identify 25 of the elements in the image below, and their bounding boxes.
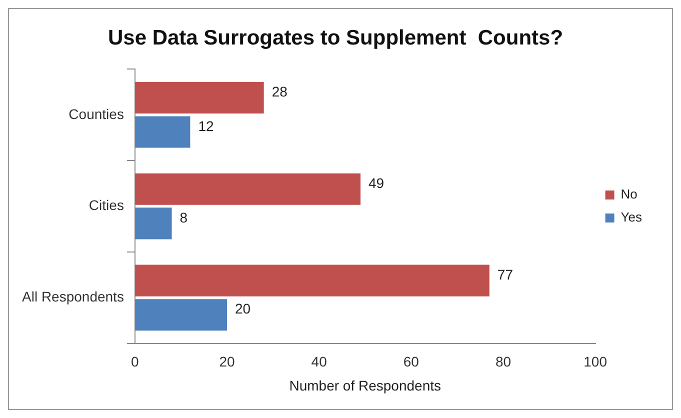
bar [134,116,190,148]
data-label: 28 [272,84,288,100]
legend-label: Yes [620,210,642,225]
bar [134,208,172,240]
x-tick-label: 0 [131,354,140,370]
y-tick-label: All Respondents [22,288,124,305]
y-tick-label: Counties [68,106,124,122]
data-label: 12 [198,118,214,134]
x-tick-label: 40 [311,354,328,370]
legend-label: No [620,186,638,202]
x-tick-label: 60 [403,354,420,370]
data-label: 49 [368,175,384,192]
data-label: 77 [497,266,514,282]
x-tick-label: 80 [495,354,512,370]
x-axis-title: Number of Respondents [289,377,442,394]
bar [134,173,361,205]
x-tick-label: 20 [219,354,236,370]
y-tick-label: Cities [88,197,124,214]
data-label: 20 [235,300,251,317]
chart-title: Use Data Surrogates to Supplement Counts? [108,26,564,50]
bar [134,82,264,114]
x-tick-label: 100 [584,354,608,370]
bar [134,264,490,296]
data-label: 8 [180,209,188,226]
bar [134,299,228,331]
